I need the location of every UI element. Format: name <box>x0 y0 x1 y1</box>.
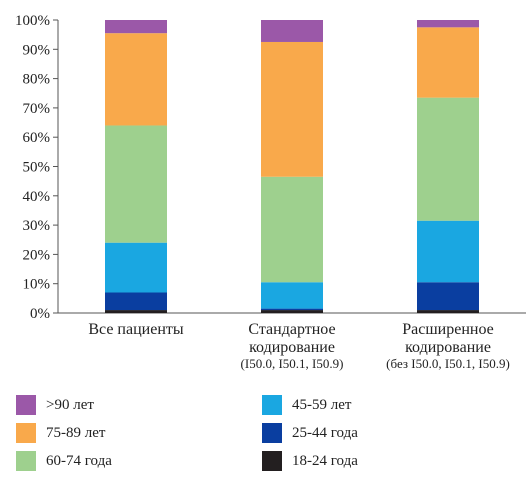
y-tick-label: 50% <box>23 160 51 176</box>
legend-item-18-24: 18-24 года <box>262 451 358 471</box>
legend-item-75-89: 75-89 лет <box>16 423 105 443</box>
bar-segment <box>417 282 479 311</box>
legend-swatch <box>16 395 36 415</box>
legend-swatch <box>16 423 36 443</box>
bar-segment <box>261 310 323 313</box>
y-tick-label: 80% <box>23 72 51 88</box>
y-tick-label: 60% <box>23 130 51 146</box>
bar-segment <box>105 242 167 293</box>
bar-segment <box>417 310 479 313</box>
legend-label: >90 лет <box>46 396 94 413</box>
legend-label: 60-74 года <box>46 452 112 469</box>
x-category-note: (без I50.0, I50.1, I50.9) <box>386 356 510 371</box>
legend-label: 75-89 лет <box>46 424 106 441</box>
bar-segment <box>105 33 167 126</box>
x-axis-labels: Все пациенты Стандартноекодирование(I50.0… <box>88 321 509 371</box>
x-category-label: Все пациенты <box>88 321 184 338</box>
bars-group <box>105 20 479 313</box>
legend-item-60-74: 60-74 года <box>16 451 112 471</box>
y-tick-label: 90% <box>23 42 51 58</box>
bar-segment <box>417 97 479 221</box>
legend-item-45-59: 45-59 лет <box>262 395 351 415</box>
x-category-label: кодирование <box>405 339 491 356</box>
bar-segment <box>105 20 167 34</box>
y-tick-label: 20% <box>23 247 51 263</box>
bar-segment <box>261 176 323 283</box>
legend-swatch <box>262 423 282 443</box>
bar-segment <box>105 125 167 243</box>
legend-item-90-plus: >90 лет <box>16 395 94 415</box>
legend-swatch <box>262 451 282 471</box>
y-axis: 0% 10% 20% 30% 40% 50% 60% 70% 80% 90% 100% <box>15 13 526 322</box>
y-tick-label: 10% <box>23 277 51 293</box>
legend-label: 18-24 года <box>292 452 358 469</box>
x-category-label: Стандартное <box>248 321 335 338</box>
y-tick-label: 0% <box>30 306 50 322</box>
bar-segment <box>261 20 323 42</box>
x-category-label: Расширенное <box>402 321 494 338</box>
legend-swatch <box>16 451 36 471</box>
x-category-label: кодирование <box>249 339 335 356</box>
x-category-note: (I50.0, I50.1, I50.9) <box>241 356 344 371</box>
bar-segment <box>261 308 323 311</box>
legend-item-25-44: 25-44 года <box>262 423 358 443</box>
y-tick-label: 40% <box>23 189 51 205</box>
bar-segment <box>417 27 479 98</box>
bar-segment <box>261 282 323 309</box>
bar-segment <box>261 41 323 177</box>
legend-label: 25-44 года <box>292 424 358 441</box>
legend-label: 45-59 лет <box>292 396 352 413</box>
bar-segment <box>417 20 479 28</box>
legend-swatch <box>262 395 282 415</box>
y-tick-label: 70% <box>23 101 51 117</box>
stacked-bar-chart: 0% 10% 20% 30% 40% 50% 60% 70% 80% 90% 100% Все па… <box>15 13 526 371</box>
bar-segment <box>105 310 167 313</box>
bar-segment <box>417 220 479 283</box>
y-tick-label: 100% <box>15 13 50 29</box>
bar-segment <box>105 292 167 311</box>
y-tick-label: 30% <box>23 218 51 234</box>
